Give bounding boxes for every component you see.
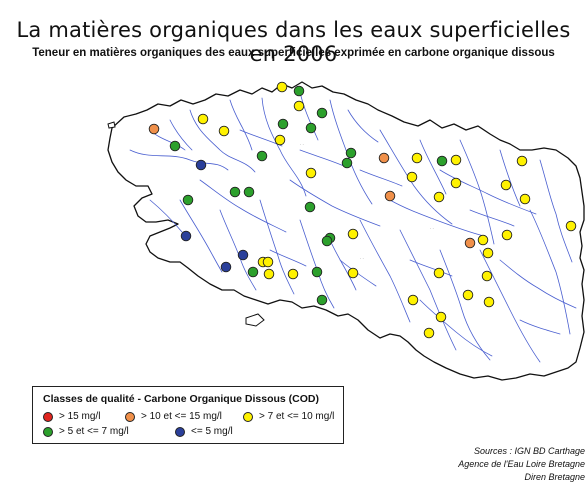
legend-dot-red	[43, 411, 53, 422]
station-yellow	[276, 81, 288, 93]
legend-item-green: > 5 et <= 7 mg/l	[43, 426, 129, 437]
station-yellow	[483, 296, 495, 308]
station-green	[311, 266, 323, 278]
station-yellow	[263, 268, 275, 280]
legend-dot-blue	[175, 426, 185, 437]
rivers	[129, 91, 577, 363]
station-green	[316, 107, 328, 119]
station-yellow	[287, 268, 299, 280]
station-green	[304, 201, 316, 213]
station-yellow	[423, 327, 435, 339]
source-line: Sources : IGN BD Carthage	[473, 446, 585, 456]
legend-dot-orange	[125, 411, 135, 422]
station-yellow	[293, 100, 305, 112]
station-green	[247, 266, 259, 278]
station-yellow	[262, 256, 274, 268]
svg-text:· ·: · ·	[430, 226, 434, 231]
map-subtitle: Teneur en matières organiques des eaux s…	[32, 47, 555, 59]
legend-item-orange: > 10 et <= 15 mg/l	[125, 411, 222, 422]
station-yellow	[462, 289, 474, 301]
station-yellow	[450, 154, 462, 166]
station-orange	[148, 123, 160, 135]
legend-label: > 10 et <= 15 mg/l	[141, 411, 222, 422]
station-yellow	[435, 311, 447, 323]
coastline	[107, 81, 585, 381]
station-yellow	[501, 229, 513, 241]
station-green	[305, 122, 317, 134]
svg-text:· ·: · ·	[360, 256, 364, 261]
station-yellow	[450, 177, 462, 189]
station-yellow	[519, 193, 531, 205]
legend-item-yellow: > 7 et <= 10 mg/l	[243, 411, 334, 422]
svg-text:· ·: · ·	[300, 142, 304, 147]
station-yellow	[411, 152, 423, 164]
station-green	[321, 235, 333, 247]
station-yellow	[565, 220, 577, 232]
station-yellow	[347, 267, 359, 279]
legend-label: > 5 et <= 7 mg/l	[59, 426, 129, 437]
station-green	[345, 147, 357, 159]
station-orange	[464, 237, 476, 249]
station-yellow	[516, 155, 528, 167]
station-green	[229, 186, 241, 198]
station-yellow	[305, 167, 317, 179]
legend-label: > 15 mg/l	[59, 411, 101, 422]
station-yellow	[433, 267, 445, 279]
source-line: Agence de l'Eau Loire Bretagne	[458, 459, 585, 469]
station-green	[316, 294, 328, 306]
station-yellow	[197, 113, 209, 125]
station-orange	[378, 152, 390, 164]
station-yellow	[274, 134, 286, 146]
station-green	[243, 186, 255, 198]
island	[245, 313, 265, 327]
station-blue	[195, 159, 207, 171]
station-yellow	[406, 171, 418, 183]
station-yellow	[347, 228, 359, 240]
stations	[148, 81, 577, 339]
place-labels: · · · · · ·	[300, 142, 434, 261]
station-yellow	[407, 294, 419, 306]
station-yellow	[482, 247, 494, 259]
legend-item-red: > 15 mg/l	[43, 411, 100, 422]
station-yellow	[218, 125, 230, 137]
legend-label: > 7 et <= 10 mg/l	[259, 411, 335, 422]
legend-label: <= 5 mg/l	[191, 426, 233, 437]
station-yellow	[433, 191, 445, 203]
station-blue	[237, 249, 249, 261]
legend-title: Classes de qualité - Carbone Organique D…	[43, 393, 319, 405]
map-title: La matières organiques dans les eaux sup…	[16, 18, 571, 66]
station-green	[256, 150, 268, 162]
legend-dot-yellow	[243, 411, 253, 422]
station-yellow	[481, 270, 493, 282]
station-blue	[180, 230, 192, 242]
island	[107, 121, 116, 129]
station-yellow	[500, 179, 512, 191]
station-green	[293, 85, 305, 97]
station-green	[436, 155, 448, 167]
station-green	[182, 194, 194, 206]
station-green	[341, 157, 353, 169]
station-green	[277, 118, 289, 130]
station-orange	[384, 190, 396, 202]
sources: Sources : IGN BD Carthage Agence de l'Ea…	[458, 445, 585, 484]
legend-item-blue: <= 5 mg/l	[175, 426, 233, 437]
station-blue	[220, 261, 232, 273]
station-yellow	[477, 234, 489, 246]
legend: Classes de qualité - Carbone Organique D…	[32, 386, 344, 444]
source-line: Diren Bretagne	[524, 472, 585, 482]
station-green	[169, 140, 181, 152]
legend-dot-green	[43, 426, 53, 437]
